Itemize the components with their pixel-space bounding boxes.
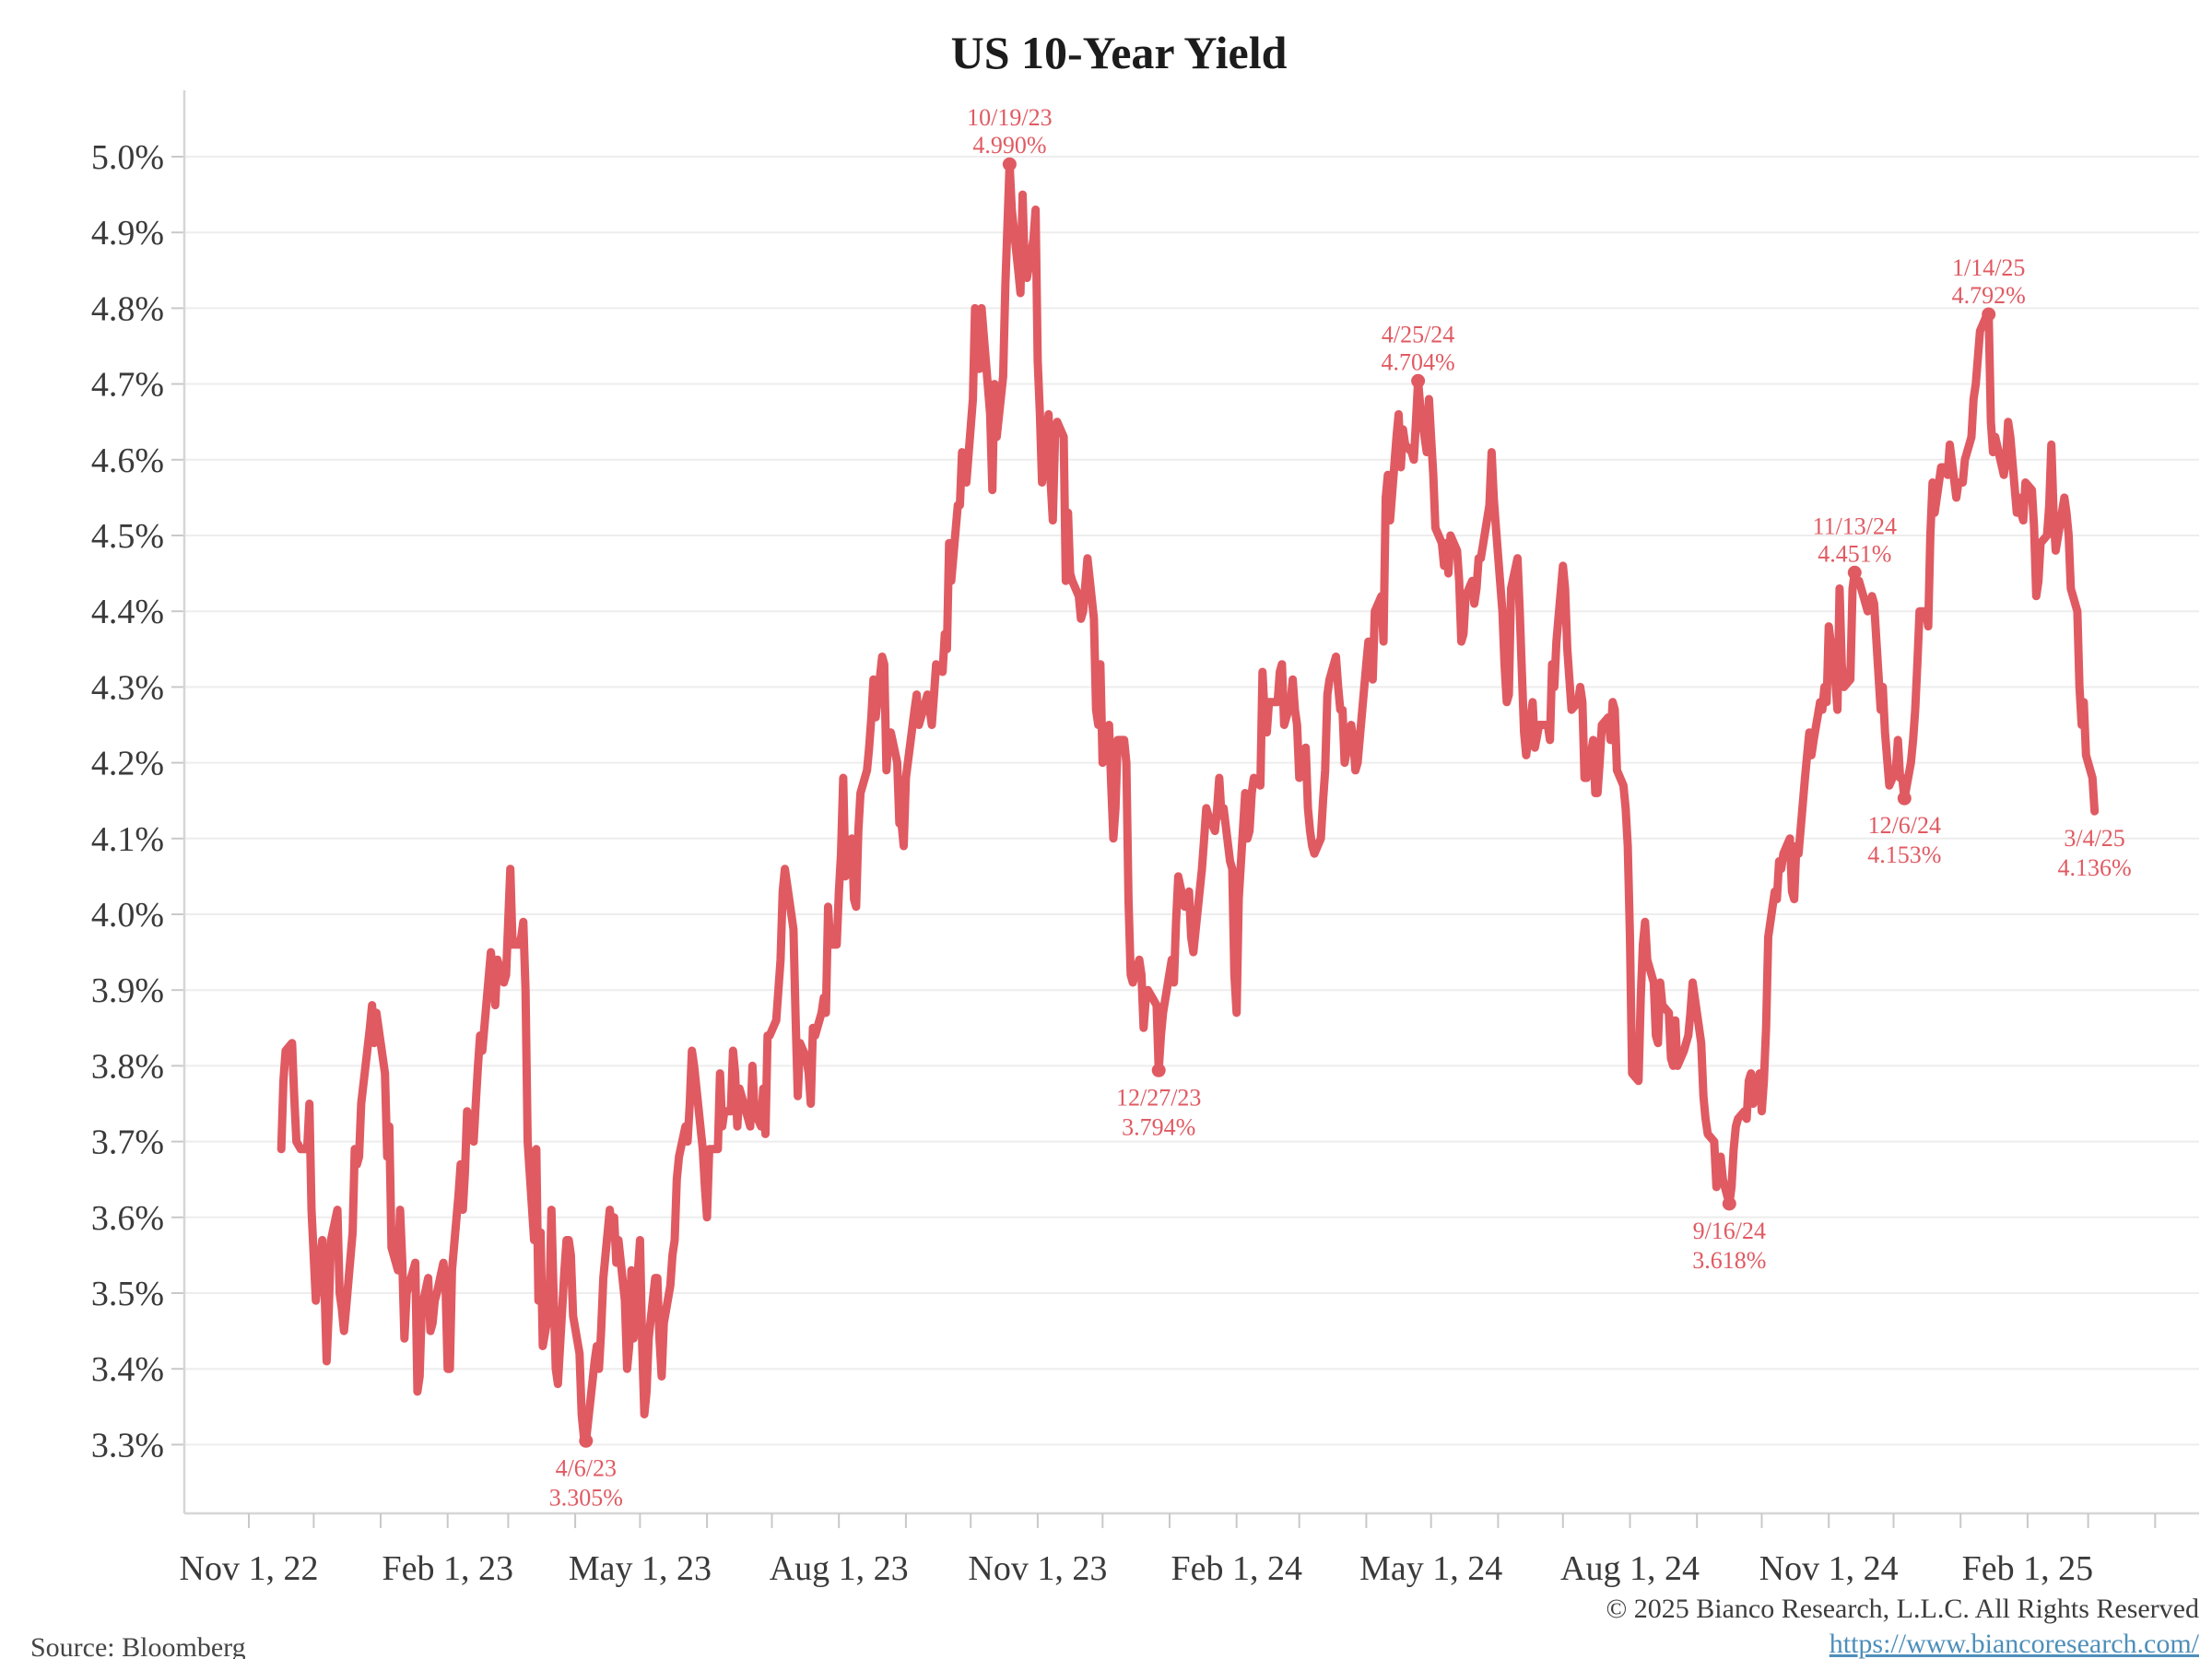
annotation-dot [1411,373,1426,388]
annotation-date: 10/19/23 [967,104,1052,131]
annotation-date: 11/13/24 [1813,512,1897,539]
annotation-value: 4.451% [1818,540,1891,567]
y-tick-label: 4.1% [91,820,164,859]
point-annotations: 10/19/234.990% 4/6/23 3.305% 12/27/233.794%… [549,104,2132,1511]
x-tick-label: Nov 1, 22 [180,1549,319,1588]
bianco-website-link-text[interactable]: https://www.biancoresearch.com/ [1830,1629,2200,1659]
annotation-date: 4/25/24 [1382,321,1454,347]
yield-line [276,159,2100,1445]
x-tick-label: May 1, 23 [569,1549,712,1588]
annotation-date: 4/6/23 [556,1454,617,1481]
x-axis-tick-labels: Nov 1, 22 Feb 1, 23 May 1, 23 Aug 1, 23 Nov … [180,1549,2094,1588]
y-tick-label: 4.0% [91,896,164,935]
annotation-dot [1151,1063,1166,1077]
y-tick-label: 3.4% [91,1350,164,1389]
x-tick-label: Nov 1, 23 [968,1549,1107,1588]
y-tick-label: 4.5% [91,517,164,556]
annotation-value: 4.153% [1867,841,1941,868]
annotation-dot [579,1433,594,1448]
axes [171,90,2199,1528]
y-tick-label: 4.2% [91,745,164,783]
annotation-date: 1/14/25 [1952,254,2025,281]
y-axis-tick-labels: 3.3% 3.4% 3.5% 3.6% 3.7% 3.8% 3.9% 4.0% 4.1% 4.2%… [91,138,164,1465]
y-tick-label: 5.0% [91,138,164,177]
source-note: Source: Bloomberg [30,1632,246,1659]
annotation-date: 9/16/24 [1693,1218,1766,1244]
annotation-dot [1897,791,1912,806]
annotation-dot [1002,157,1017,171]
bianco-website-link[interactable]: https://www.biancoresearch.com/ [1830,1629,2200,1659]
annotation-dot [1982,307,1996,322]
annotation-date: 12/27/23 [1116,1084,1201,1111]
yield-line-series [276,159,2100,1445]
annotation-value: 4.704% [1382,348,1455,375]
annotation-value: 4.136% [2058,854,2132,881]
y-tick-label: 4.7% [91,366,164,405]
y-tick-label: 3.9% [91,971,164,1010]
copyright-note: © 2025 Bianco Research, L.L.C. All Right… [1606,1594,2199,1624]
x-tick-label: Aug 1, 23 [770,1549,909,1588]
y-tick-label: 3.3% [91,1426,164,1465]
y-tick-label: 3.8% [91,1047,164,1086]
annotation-value: 4.990% [972,132,1046,159]
y-tick-label: 4.4% [91,593,164,631]
y-tick-label: 4.6% [91,441,164,480]
x-tick-label: May 1, 24 [1359,1549,1502,1588]
x-tick-label: Feb 1, 23 [382,1549,513,1588]
x-tick-label: Feb 1, 25 [1962,1549,2094,1588]
y-tick-label: 4.3% [91,668,164,707]
y-tick-label: 3.6% [91,1199,164,1238]
annotation-value: 4.792% [1952,282,2026,309]
annotation-date: 12/6/24 [1868,812,1941,839]
annotation-date: 3/4/25 [2064,825,2124,852]
annotation-value: 3.794% [1122,1113,1195,1140]
gridlines [184,156,2199,1446]
y-tick-label: 4.9% [91,214,164,253]
x-tick-label: Feb 1, 24 [1171,1549,1302,1588]
chart-title: US 10-Year Yield [951,27,1288,78]
y-tick-label: 3.5% [91,1275,164,1313]
y-tick-label: 4.8% [91,289,164,328]
annotation-dot [1722,1196,1736,1211]
annotation-value: 3.618% [1692,1247,1766,1274]
annotation-dot [1847,565,1862,580]
x-tick-label: Nov 1, 24 [1759,1549,1899,1588]
x-tick-label: Aug 1, 24 [1560,1549,1700,1588]
annotation-value: 3.305% [549,1484,623,1511]
y-tick-label: 3.7% [91,1124,164,1162]
